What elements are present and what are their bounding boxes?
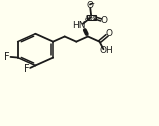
Text: O: O	[100, 16, 107, 25]
Text: HN: HN	[73, 21, 86, 30]
Text: O: O	[105, 29, 112, 38]
Text: F: F	[24, 64, 29, 74]
FancyBboxPatch shape	[87, 15, 96, 20]
Text: Abs: Abs	[85, 14, 97, 21]
Text: F: F	[4, 52, 10, 62]
Text: OH: OH	[99, 46, 113, 55]
Text: O: O	[86, 1, 93, 10]
